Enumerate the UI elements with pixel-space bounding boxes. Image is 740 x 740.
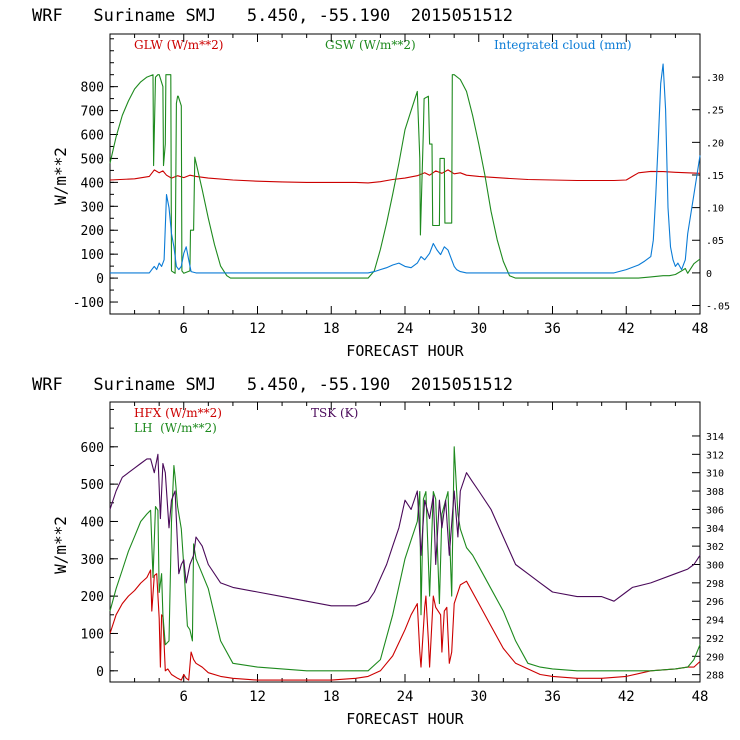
y2-tick-label: 296 (706, 597, 724, 608)
x-tick-label: 12 (249, 321, 266, 337)
y-tick-label: 100 (81, 627, 104, 642)
y2-tick-label: 292 (706, 634, 724, 645)
y-tick-label: 700 (81, 105, 104, 120)
legend-integrated-cloud: Integrated cloud (mm) (494, 38, 632, 52)
series-line-0 (109, 569, 701, 681)
y-tick-label: 100 (81, 248, 104, 263)
x-tick-label: 36 (544, 321, 561, 337)
legend-tsk: TSK (K) (311, 406, 358, 420)
x-tick-label: 6 (180, 321, 188, 337)
x-tick-label: 48 (692, 689, 709, 705)
series-line-2 (109, 453, 701, 607)
legend-glw: GLW (W/m**2) (134, 38, 223, 52)
bottom-chart-series (109, 446, 701, 681)
y2-tick-label: .05 (706, 236, 724, 247)
y-tick-label: 200 (81, 590, 104, 605)
legend-gsw: GSW (W/m**2) (325, 38, 416, 52)
y2-tick-label: 302 (706, 542, 724, 553)
x-tick-label: 48 (692, 321, 709, 337)
y-tick-label: 300 (81, 553, 104, 568)
y2-tick-label: 0 (706, 269, 712, 280)
bottom-chart-frame (109, 401, 701, 683)
x-tick-label: 42 (618, 321, 635, 337)
series-line-2 (110, 63, 701, 274)
y-tick-label: 600 (81, 441, 104, 456)
y2-tick-label: 288 (706, 671, 724, 682)
y2-tick-label: 294 (706, 616, 724, 627)
x-tick-label: 42 (618, 689, 635, 705)
x-tick-label: 6 (180, 689, 188, 705)
y-tick-label: 200 (81, 224, 104, 239)
y-tick-label: 500 (81, 478, 104, 493)
x-tick-label: 24 (397, 321, 414, 337)
y-tick-label: 400 (81, 515, 104, 530)
y-tick-label: 0 (96, 665, 104, 680)
x-tick-label: 30 (470, 689, 487, 705)
series-line-1 (109, 446, 701, 672)
y2-tick-label: 300 (706, 560, 724, 571)
legend-lh: LH (W/m**2) (134, 421, 217, 435)
legend-hfx: HFX (W/m**2) (134, 406, 222, 420)
y-tick-label: 600 (81, 129, 104, 144)
y-tick-label: 300 (81, 200, 104, 215)
y2-tick-label: .20 (706, 138, 724, 149)
y2-tick-label: 304 (706, 524, 724, 535)
top-chart-title: WRF Suriname SMJ 5.450, -55.190 20150515… (32, 6, 513, 26)
bottom-chart-ticks: 6 12 18 24 30 36 42 48 0 100 200 300 400 500 600 288 290… (81, 402, 724, 705)
y2-tick-label: 312 (706, 450, 724, 461)
bottom-chart-xlabel: FORECAST HOUR (346, 710, 464, 728)
x-tick-label: 12 (249, 689, 266, 705)
y2-tick-label: -.05 (706, 302, 730, 313)
bottom-chart-ylabel: W/m**2 (51, 516, 70, 574)
y2-tick-label: .15 (706, 171, 724, 182)
y2-tick-label: 306 (706, 505, 724, 516)
y-tick-label: -100 (73, 296, 104, 311)
y-tick-label: 0 (96, 272, 104, 287)
y2-tick-label: .25 (706, 106, 724, 117)
bottom-chart-title: WRF Suriname SMJ 5.450, -55.190 20150515… (32, 375, 513, 395)
y-tick-label: 800 (81, 81, 104, 96)
top-chart-ticks: 6 12 18 24 30 36 42 48 -100 0 100 200 300 400 500 600 70… (73, 34, 730, 337)
top-chart-ylabel: W/m**2 (51, 147, 70, 205)
y2-tick-label: 314 (706, 432, 724, 443)
x-tick-label: 36 (544, 689, 561, 705)
x-tick-label: 30 (470, 321, 487, 337)
y2-tick-label: 298 (706, 579, 724, 590)
y2-tick-label: 308 (706, 487, 724, 498)
y-tick-label: 500 (81, 152, 104, 167)
x-tick-label: 18 (323, 321, 340, 337)
y2-tick-label: .30 (706, 73, 724, 84)
y2-tick-label: 290 (706, 652, 724, 663)
y-tick-label: 400 (81, 176, 104, 191)
series-line-1 (109, 74, 701, 279)
x-tick-label: 18 (323, 689, 340, 705)
y2-tick-label: .10 (706, 204, 724, 215)
x-tick-label: 24 (397, 689, 414, 705)
y2-tick-label: 310 (706, 469, 724, 480)
top-chart-xlabel: FORECAST HOUR (346, 342, 464, 360)
top-chart-series (109, 63, 701, 279)
